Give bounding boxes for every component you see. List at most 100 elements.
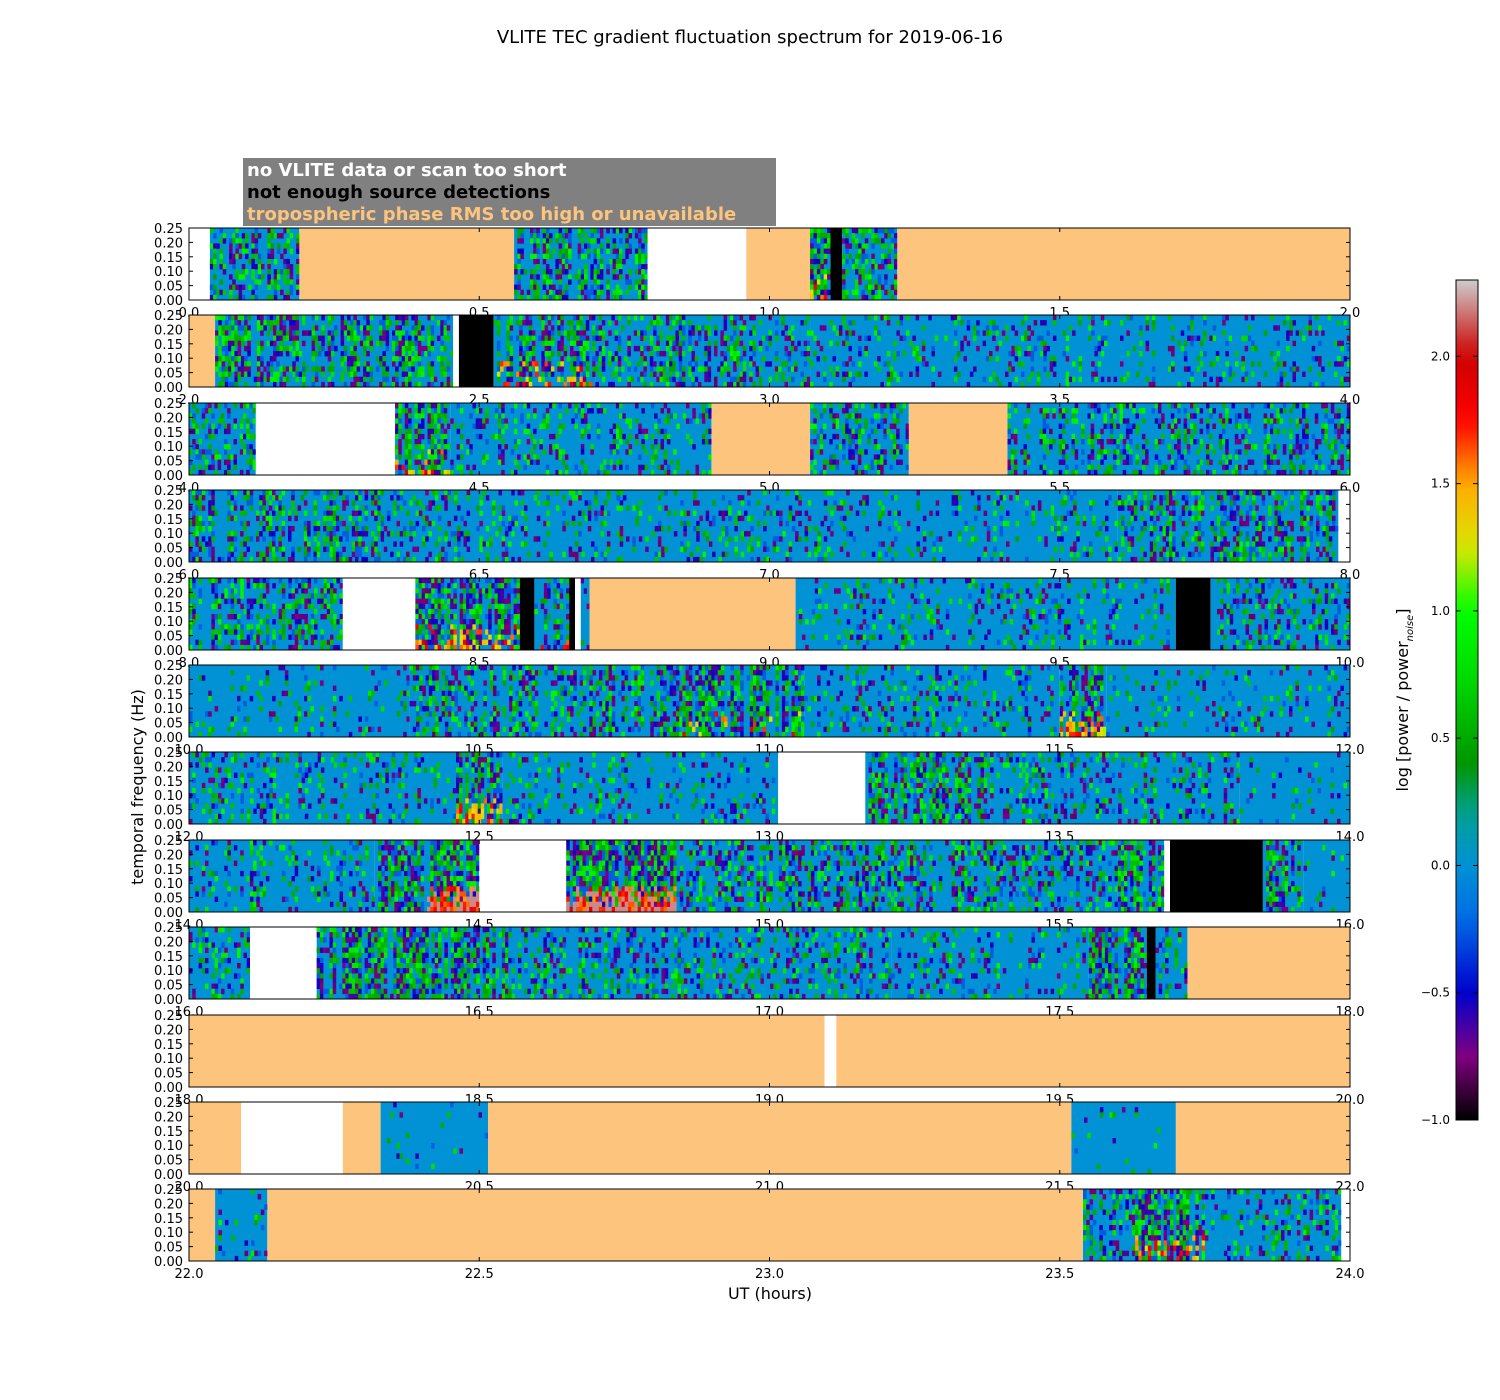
spectrum-cell	[1263, 371, 1268, 377]
spectrum-cell	[234, 351, 238, 357]
spectrum-cell	[881, 541, 885, 547]
spectrum-cell	[273, 356, 277, 362]
spectrum-cell	[868, 284, 872, 290]
spectrum-cell	[385, 376, 390, 383]
spectrum-cell	[814, 546, 818, 552]
spectrum-cell	[1093, 469, 1098, 476]
spectrum-cell	[894, 284, 898, 290]
spectrum-cell	[707, 351, 712, 357]
spectrum-cell	[544, 345, 549, 352]
spectrum-cell	[496, 315, 501, 321]
spectrum-cell	[701, 469, 706, 476]
spectrum-cell	[282, 345, 287, 352]
spectrum-cell	[582, 325, 587, 331]
spectrum-cell	[1289, 330, 1293, 336]
spectrum-cell	[533, 279, 537, 285]
spectrum-cell	[398, 403, 402, 409]
spectrum-cell	[514, 520, 518, 527]
spectrum-cell	[282, 315, 287, 321]
spectrum-cell	[195, 449, 199, 455]
spectrum-cell	[1109, 428, 1114, 435]
spectrum-cell	[1125, 459, 1130, 465]
spectrum-cell	[278, 495, 282, 501]
spectrum-cell	[580, 433, 585, 440]
spectrum-cell	[593, 253, 598, 260]
spectrum-cell	[707, 325, 712, 331]
spectrum-cell	[240, 366, 245, 372]
spectrum-cell	[208, 428, 212, 435]
spectrum-cell	[1113, 413, 1117, 419]
spectrum-cell	[1078, 320, 1082, 326]
spectrum-cell	[347, 356, 351, 362]
spectrum-cell	[878, 510, 882, 516]
spectrum-cell	[582, 335, 587, 341]
spectrum-cell	[192, 439, 196, 445]
spectrum-cell	[361, 531, 365, 537]
spectrum-cell	[1196, 459, 1200, 465]
spectrum-cell	[1186, 413, 1191, 419]
spectrum-cell	[408, 351, 412, 357]
spectrum-cell	[307, 520, 311, 527]
spectrum-cell	[1292, 469, 1296, 476]
spectrum-cell	[656, 335, 660, 341]
spectrum-cell	[408, 423, 412, 429]
spectrum-cell	[359, 340, 364, 347]
spectrum-cell	[558, 469, 562, 476]
spectrum-cell	[1170, 403, 1175, 409]
spectrum-cell	[887, 253, 891, 260]
spectrum-cell	[832, 459, 836, 465]
spectrum-cell	[794, 366, 798, 372]
spectrum-cell	[340, 320, 345, 326]
spectrum-cell	[848, 454, 852, 460]
spectrum-cell	[430, 345, 435, 352]
spectrum-cell	[498, 454, 502, 460]
spectrum-cell	[496, 330, 501, 336]
spectrum-cell	[522, 356, 526, 362]
spectrum-cell	[1334, 449, 1338, 455]
spectrum-cell	[625, 253, 629, 260]
spectrum-cell	[803, 381, 808, 388]
spectrum-cell	[1052, 371, 1057, 377]
spectrum-cell	[278, 536, 282, 542]
spectrum-cell	[198, 515, 203, 522]
spectrum-cell	[806, 376, 811, 383]
spectrum-cell	[806, 340, 811, 347]
segment-trop	[897, 228, 1350, 300]
spectrum-cell	[693, 495, 697, 501]
spectrum-cell	[243, 433, 247, 440]
spectrum-cell	[1251, 345, 1255, 352]
spectrum-cell	[880, 381, 884, 388]
spectrum-cell	[443, 439, 448, 445]
spectrum-cell	[504, 423, 508, 429]
spectrum-cell	[351, 531, 356, 537]
spectrum-cell	[334, 330, 338, 336]
spectrum-cell	[890, 228, 895, 234]
spectrum-cell	[289, 264, 294, 270]
spectrum-cell	[1196, 356, 1201, 362]
spectrum-cell	[375, 356, 380, 362]
spectrum-cell	[262, 510, 266, 516]
spectrum-cell	[614, 330, 619, 336]
spectrum-cell	[992, 320, 996, 326]
spectrum-cell	[574, 413, 578, 419]
spectrum-cell	[723, 340, 728, 347]
spectrum-cell	[823, 238, 828, 244]
spectrum-cell	[578, 520, 582, 527]
spectrum-cell	[587, 500, 592, 506]
spectrum-cell	[982, 376, 987, 383]
spectrum-cell	[256, 361, 261, 367]
spectrum-cell	[227, 469, 231, 476]
spectrum-cell	[1027, 351, 1031, 357]
spectrum-cell	[1097, 403, 1101, 409]
spectrum-cell	[1228, 418, 1232, 424]
spectrum-cell	[606, 264, 610, 270]
spectrum-cell	[592, 325, 596, 331]
spectrum-cell	[422, 505, 426, 511]
spectrum-cell	[289, 315, 293, 321]
spectrum-cell	[437, 536, 442, 542]
spectrum-cell	[254, 253, 259, 260]
spectrum-cell	[730, 320, 734, 326]
spectrum-cell	[265, 551, 270, 558]
spectrum-cell	[619, 556, 624, 563]
spectrum-cell	[931, 366, 935, 372]
